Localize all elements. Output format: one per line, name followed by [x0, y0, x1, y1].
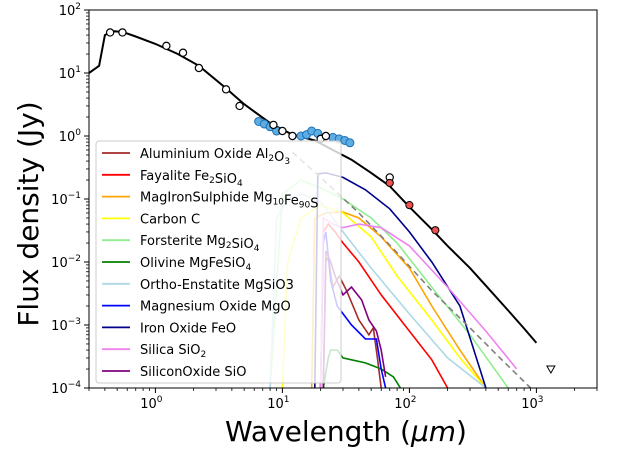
- photometry-point: [194, 63, 204, 73]
- x-tick-label: 101: [267, 395, 289, 412]
- x-tick-label: 103: [521, 395, 543, 412]
- x-tick-label: 100: [140, 395, 163, 412]
- axes: 100 101 102 103 10−4 10−3 10−2 10−1 100 101 102: [51, 2, 598, 412]
- upper-limit-marker: [546, 365, 556, 375]
- x-axis-title-main: Wavelength (: [225, 415, 411, 448]
- y-tick-label: 101: [59, 65, 81, 82]
- legend-entry: Silica SiO2: [140, 343, 206, 360]
- y-axis-title: Flux density (Jy): [12, 101, 45, 326]
- y-tick-label: 100: [59, 128, 82, 145]
- legend-entry: Iron Oxide FeO: [140, 321, 236, 336]
- photometry-point: [288, 131, 297, 141]
- y-tick-label: 10−4: [51, 380, 81, 397]
- legend-entry: Ortho-Enstatite MgSiO3: [140, 278, 294, 293]
- spectrum-point: [345, 138, 355, 148]
- legend-entry: MagIronSulphide Mg10Fe90S: [140, 191, 319, 212]
- x-axis-title: Wavelength (μm): [225, 415, 467, 448]
- legend-entry: Magnesium Oxide MgO: [140, 300, 291, 315]
- photometry-point: [235, 101, 244, 111]
- photometry-red-point: [405, 201, 414, 210]
- photometry-red-point: [431, 226, 440, 235]
- photometry-point: [118, 28, 127, 37]
- y-tick-label: 10−2: [51, 254, 81, 271]
- legend-entry: Olivine MgFeSiO4: [140, 256, 251, 273]
- photometry-point: [178, 48, 188, 57]
- photometry-point: [105, 28, 115, 37]
- legend-entry: Fayalite Fe2SiO4: [140, 169, 243, 189]
- photometry-point: [221, 85, 231, 94]
- x-axis-title-end: ): [456, 415, 467, 448]
- legend-box: [95, 140, 342, 384]
- photometry-point: [269, 120, 278, 130]
- y-tick-label: 102: [59, 2, 81, 19]
- legend-entry: SiliconOxide SiO: [140, 365, 246, 380]
- legend-entry: Aluminium Oxide Al2O3: [140, 147, 290, 167]
- x-tick-label: 102: [394, 395, 416, 412]
- x-axis-title-mu: μm: [410, 415, 456, 448]
- legend-entry: Forsterite Mg2SiO4: [140, 234, 260, 254]
- photometry-point: [321, 131, 331, 141]
- photosphere-line: [291, 151, 532, 388]
- y-tick-label: 10−3: [51, 317, 81, 334]
- photometry-point: [162, 41, 171, 51]
- y-tick-label: 10−1: [51, 191, 81, 208]
- photometry-point: [278, 126, 287, 136]
- photometry-red-point: [385, 178, 394, 188]
- legend-entry: Carbon C: [140, 212, 200, 227]
